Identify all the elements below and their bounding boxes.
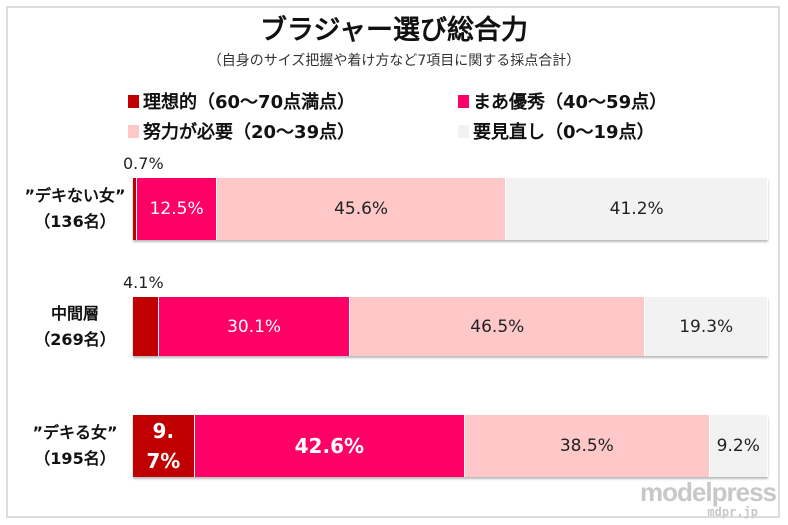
category-label-line: （269名） (34, 329, 116, 349)
legend-label: 理想的（60〜70点満点） (143, 92, 356, 113)
data-label: 46.5% (470, 316, 525, 337)
legend-item: 努力が必要（20〜39点） (128, 118, 355, 144)
category-label-line: 中間層 (50, 303, 99, 323)
data-label: 38.5% (559, 436, 614, 456)
bar-segment: 12.5% (137, 178, 217, 240)
bar-segment (133, 297, 160, 356)
data-label: 9.7% (146, 419, 181, 473)
bar-segment: 9.7% (133, 415, 195, 477)
legend-swatch (128, 94, 139, 108)
category-label-line: （195名） (34, 449, 116, 468)
data-label: 42.6% (294, 434, 365, 458)
bar-segment: 38.5% (465, 415, 710, 477)
category-label-line: ”デキない女” (24, 186, 126, 205)
bar-segment: 45.6% (216, 178, 507, 240)
watermark-domain: mdpr.jp (707, 505, 758, 519)
category-label: 中間層 （269名） (20, 301, 130, 353)
watermark-logo: modelpress (640, 477, 777, 507)
bar-segment: 41.2% (506, 178, 768, 240)
legend-swatch (458, 94, 469, 108)
category-label-line: （136名） (34, 212, 116, 231)
bar-segment: 42.6% (194, 415, 466, 477)
data-label: 12.5% (149, 199, 204, 219)
category-label: ”デキる女” （195名） (20, 420, 130, 472)
legend-label: まあ優秀（40〜59点） (473, 92, 668, 113)
data-label: 4.1% (123, 273, 164, 292)
bar-row: 9.7% 42.6% 38.5% 9.2% (133, 415, 768, 477)
data-label: 0.7% (123, 154, 164, 173)
data-label: 41.2% (609, 199, 664, 219)
category-label-line: ”デキる女” (32, 423, 118, 442)
data-label: 45.6% (334, 199, 389, 219)
data-label: 30.1% (227, 316, 282, 337)
data-label: 9.2% (716, 436, 760, 456)
data-label: 19.3% (679, 316, 734, 337)
chart-subtitle: （自身のサイズ把握や着け方など7項目に関する採点合計） (207, 53, 581, 69)
legend-item: 要見直し（0〜19点） (458, 118, 655, 144)
legend-swatch (458, 124, 469, 138)
legend-item: まあ優秀（40〜59点） (458, 88, 667, 114)
bar-row: 12.5% 45.6% 41.2% (133, 178, 768, 240)
category-label: ”デキない女” （136名） (20, 183, 130, 235)
legend-label: 要見直し（0〜19点） (473, 122, 655, 143)
bar-row: 30.1% 46.5% 19.3% (133, 297, 768, 356)
legend-item: 理想的（60〜70点満点） (128, 88, 355, 114)
legend-label: 努力が必要（20〜39点） (143, 122, 356, 143)
chart-title: ブラジャー選び総合力 (259, 15, 529, 46)
bar-segment (133, 178, 138, 240)
bar-segment: 46.5% (350, 297, 646, 356)
bar-segment: 19.3% (645, 297, 768, 356)
bar-segment: 9.2% (709, 415, 768, 477)
chart-frame (6, 6, 780, 518)
legend-swatch (128, 124, 139, 138)
bar-segment: 30.1% (159, 297, 351, 356)
